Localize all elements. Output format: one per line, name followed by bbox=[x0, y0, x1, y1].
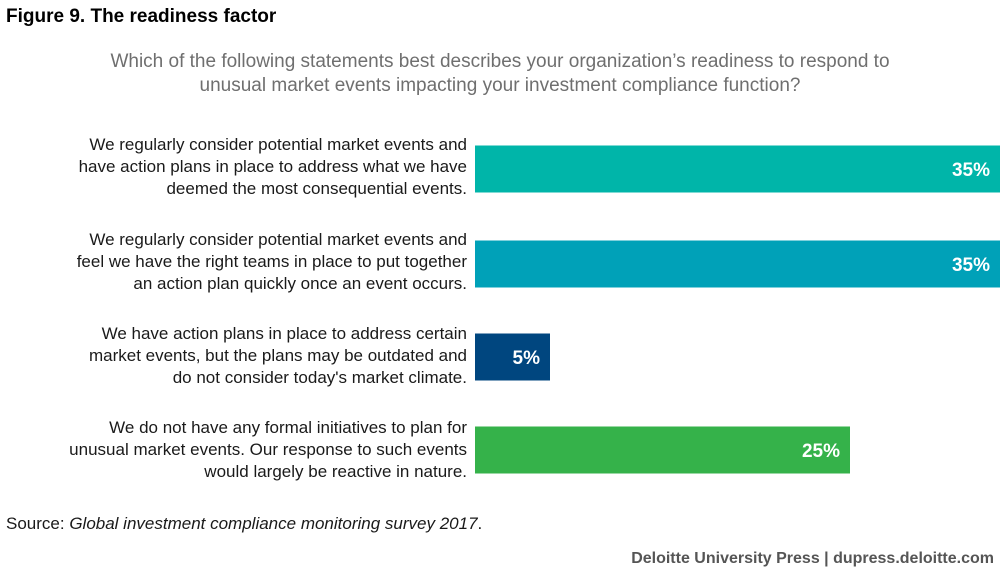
bar-value-label: 5% bbox=[513, 348, 541, 369]
bar-label-3: We have action plans in place to address… bbox=[0, 323, 467, 389]
bar-label-line: deemed the most consequential events. bbox=[166, 179, 467, 198]
bar-1 bbox=[475, 145, 1000, 193]
bar-label-line: We do not have any formal initiatives to… bbox=[109, 418, 467, 437]
source-suffix: . bbox=[477, 514, 483, 533]
source-note: Source: Global investment compliance mon… bbox=[6, 514, 482, 534]
bar-value-label: 25% bbox=[802, 441, 840, 462]
bar-value-label: 35% bbox=[952, 255, 990, 276]
bar-label-line: have action plans in place to address wh… bbox=[78, 157, 467, 176]
bar-label-2: We regularly consider potential market e… bbox=[0, 229, 467, 295]
bar-label-line: market events, but the plans may be outd… bbox=[88, 346, 467, 365]
bar-3 bbox=[475, 333, 550, 381]
bar-label-line: We have action plans in place to address… bbox=[101, 324, 467, 343]
bar-label-line: would largely be reactive in nature. bbox=[204, 462, 467, 481]
question-line: unusual market events impacting your inv… bbox=[199, 75, 801, 96]
bar-value-label: 35% bbox=[952, 160, 990, 181]
survey-question: Which of the following statements best d… bbox=[40, 50, 960, 98]
question-line: Which of the following statements best d… bbox=[110, 51, 890, 72]
bar-label-line: an action plan quickly once an event occ… bbox=[133, 274, 467, 293]
figure-title: Figure 9. The readiness factor bbox=[6, 6, 277, 27]
bar-label-1: We regularly consider potential market e… bbox=[0, 134, 467, 200]
bar-label-line: We regularly consider potential market e… bbox=[89, 230, 467, 249]
bar-2 bbox=[475, 240, 1000, 288]
bar-label-line: We regularly consider potential market e… bbox=[89, 135, 467, 154]
publisher-footer: Deloitte University Press | dupress.delo… bbox=[631, 550, 994, 567]
bar-label-4: We do not have any formal initiatives to… bbox=[0, 417, 467, 483]
source-title: Global investment compliance monitoring … bbox=[69, 514, 478, 533]
bar-label-line: unusual market events. Our response to s… bbox=[69, 440, 467, 459]
bar-label-line: do not consider today's market climate. bbox=[172, 368, 467, 387]
bar-4 bbox=[475, 426, 850, 474]
bar-label-line: feel we have the right teams in place to… bbox=[76, 252, 467, 271]
source-prefix: Source: bbox=[6, 514, 70, 533]
